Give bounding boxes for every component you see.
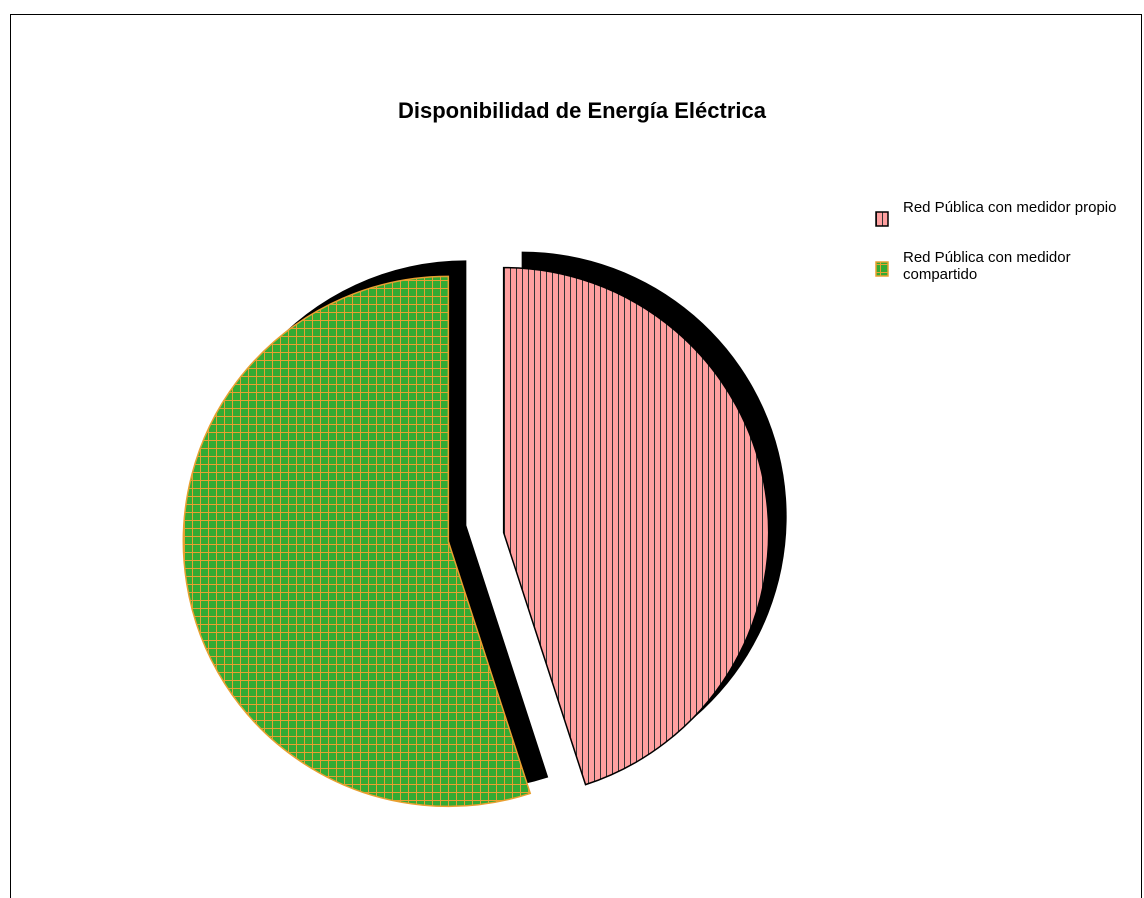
legend-label: Red Pública con medidor propio [903,199,1117,216]
pie-slice [502,266,770,786]
legend-label: Red Pública con medidor compartido [903,249,1071,283]
pie-slice [182,275,532,808]
legend-swatch [875,261,889,277]
legend-swatch [875,211,889,227]
chart-title: Disponibilidad de Energía Eléctrica [398,98,767,123]
frame [10,14,1142,898]
